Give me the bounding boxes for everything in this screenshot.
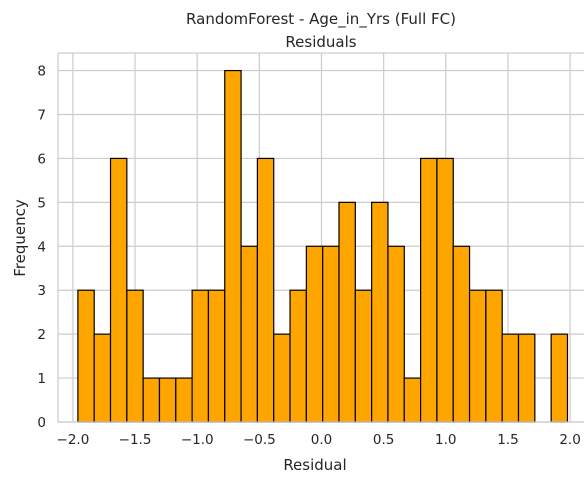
x-tick-labels: −2.0 −1.5 −1.0 −0.5 0.0 0.5 1.0 1.5 2.0 [57, 432, 581, 448]
histogram-bar [387, 245, 405, 423]
y-tick-label: 4 [37, 239, 46, 255]
histogram-bar [305, 245, 324, 423]
x-tick-label: −0.5 [243, 432, 276, 448]
x-tick-label: 1.0 [435, 432, 456, 448]
histogram-bar [322, 245, 340, 423]
histogram-bar [419, 157, 438, 423]
histogram-bar [191, 289, 210, 423]
histogram-bar [273, 333, 291, 423]
histogram-bar [371, 201, 389, 423]
y-tick-label: 0 [37, 415, 46, 431]
x-tick-label: −1.0 [181, 432, 214, 448]
y-tick-label: 2 [37, 327, 46, 343]
histogram-bar [77, 289, 95, 423]
x-tick-label: −1.5 [119, 432, 152, 448]
x-tick-label: 2.0 [559, 432, 580, 448]
x-tick-label: 1.5 [497, 432, 518, 448]
histogram-bar [354, 289, 373, 423]
y-tick-label: 5 [37, 195, 46, 211]
chart-title: RandomForest - Age_in_Yrs (Full FC) [186, 10, 456, 29]
histogram-bar [207, 289, 226, 423]
chart-subtitle: Residuals [285, 33, 356, 51]
histogram-bar [224, 69, 242, 423]
histogram-bar [452, 245, 471, 423]
y-tick-label: 6 [37, 151, 46, 167]
histogram-bar [403, 377, 422, 423]
histogram-bar [501, 333, 520, 423]
histogram-bar [109, 157, 128, 423]
y-axis-label: Frequency [11, 199, 29, 277]
y-tick-labels: 0 1 2 3 4 5 6 7 8 [37, 64, 46, 431]
y-tick-label: 1 [37, 371, 46, 387]
x-tick-label: 0.0 [311, 432, 332, 448]
x-tick-label: −2.0 [57, 432, 90, 448]
histogram-bar [436, 157, 454, 423]
histogram-bar [289, 289, 307, 423]
histogram-bar [256, 157, 275, 423]
x-axis-label: Residual [283, 456, 346, 474]
histogram-bar [93, 333, 112, 423]
histogram-bar [485, 289, 503, 423]
histogram-bar [468, 289, 487, 423]
histogram-bar [338, 201, 356, 423]
y-tick-label: 8 [37, 64, 46, 80]
plot-frame [57, 52, 584, 423]
histogram-bar [175, 377, 193, 423]
histogram-bar [126, 289, 144, 423]
bars [77, 69, 569, 423]
y-tick-label: 3 [37, 283, 46, 299]
y-tick-label: 7 [37, 108, 46, 124]
histogram-bar [240, 245, 259, 423]
histogram-bar [550, 333, 569, 423]
histogram-bar [517, 333, 536, 423]
histogram-bar [158, 377, 177, 423]
histogram-bar [142, 377, 161, 423]
x-tick-label: 0.5 [373, 432, 394, 448]
